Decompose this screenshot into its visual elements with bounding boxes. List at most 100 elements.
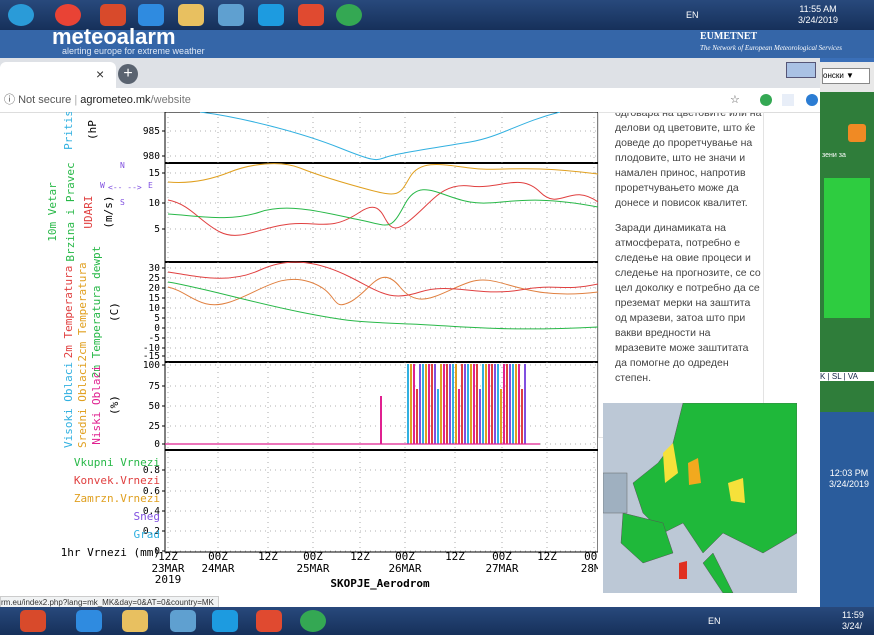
cloud-bar — [419, 364, 421, 444]
axis-label: Pritis — [62, 112, 75, 150]
paragraph: Заради динамиката на атмосферата, потреб… — [615, 221, 763, 386]
cloud-bar — [431, 364, 433, 444]
chrome[interactable] — [336, 4, 362, 26]
window-controls[interactable] — [786, 62, 816, 78]
x-tick-label: 12Z — [350, 550, 370, 563]
lang: EN — [686, 10, 699, 21]
profile[interactable] — [806, 94, 818, 106]
cloud-bar — [485, 364, 487, 444]
cloud-bar — [467, 364, 469, 444]
cloud-bar — [437, 389, 439, 444]
app[interactable] — [298, 4, 324, 26]
extension[interactable] — [760, 94, 772, 106]
x-tick-label: 27MAR — [485, 562, 518, 575]
axis-label: Visoki Oblaci — [62, 362, 75, 448]
compass-arrows: <-- --> — [108, 183, 142, 192]
cloud-bar — [410, 364, 412, 444]
skype[interactable] — [212, 610, 238, 632]
x-tick-label: 12Z — [258, 550, 278, 563]
explorer[interactable] — [122, 610, 148, 632]
tagline: alerting europe for extreme weather — [62, 46, 205, 56]
axis-label: Sredni Oblaci — [76, 362, 89, 448]
date: 3/24/ — [842, 621, 874, 632]
y-tick-label: 100 — [143, 360, 160, 371]
browser: × + ⓘ Not secure | agrometeo.mk/website … — [0, 58, 820, 607]
legend-label: Vkupni Vrnezi — [74, 456, 160, 469]
start[interactable] — [8, 4, 34, 26]
cloud-bar — [425, 364, 427, 444]
inset — [603, 473, 627, 513]
app[interactable] — [20, 610, 46, 632]
cloud-bar — [449, 364, 451, 444]
cloud-bar — [422, 364, 424, 444]
cloud-bar — [434, 364, 436, 444]
cloud-bar — [482, 364, 484, 444]
org: EUMETNET — [700, 31, 757, 42]
skype[interactable] — [258, 4, 284, 26]
y-tick-label: 25 — [149, 421, 160, 432]
x-tick-label: 12Z — [537, 550, 557, 563]
app[interactable] — [218, 4, 244, 26]
panel-frame — [165, 112, 598, 163]
time: 12:03 PM — [824, 468, 874, 479]
axis-label: Niski Oblaci — [90, 365, 103, 444]
ie[interactable] — [76, 610, 102, 632]
cloud-bar — [452, 364, 454, 444]
axis-label: 10m Vetar — [46, 182, 59, 242]
info-icon[interactable]: ⓘ — [4, 94, 18, 106]
curve — [168, 277, 598, 304]
cloud-bar — [443, 364, 445, 444]
extension[interactable] — [782, 94, 794, 106]
explorer[interactable] — [178, 4, 204, 26]
chrome[interactable] — [55, 4, 81, 26]
cloud-bar — [479, 389, 481, 444]
rss-icon[interactable] — [848, 124, 866, 142]
desktop — [820, 412, 874, 607]
app[interactable] — [256, 610, 282, 632]
cloud-bar — [380, 396, 382, 444]
chrome[interactable] — [300, 610, 326, 632]
legend-label: Zamrzn.Vrnezi — [74, 492, 160, 505]
url-path: /website — [151, 94, 191, 106]
x-tick-label: 24MAR — [201, 562, 234, 575]
y-tick-label: 10 — [149, 198, 161, 209]
cloud-bar — [497, 364, 499, 444]
dropdown[interactable]: онски ▼ — [822, 68, 870, 84]
time: 11:55 AM — [788, 4, 848, 15]
address-bar[interactable]: ⓘ Not secure | agrometeo.mk/website ☆ — [0, 88, 820, 113]
curve — [168, 164, 598, 194]
date: 3/24/2019 — [788, 15, 848, 26]
map[interactable] — [603, 403, 797, 593]
cloud-bar — [440, 364, 442, 444]
axis-label: 2m Temperatura — [62, 266, 75, 359]
cloud-bar — [503, 364, 505, 444]
y-tick-label: 985 — [143, 126, 160, 137]
compass-label: W — [100, 181, 105, 190]
tab-close[interactable]: × — [96, 66, 104, 82]
links[interactable]: K | SL | VA — [820, 372, 874, 381]
x-tick-label: 2019 — [155, 573, 182, 586]
cloud-bar — [464, 364, 466, 444]
x-tick-label: 12Z — [445, 550, 465, 563]
org-sub: The Network of European Meteorological S… — [700, 44, 842, 52]
article: одговара на цветовите или на делови од ц… — [598, 112, 764, 438]
panel-frame — [165, 262, 598, 362]
axis-label: (m/s) — [102, 195, 115, 228]
legend-label: Sneg — [134, 510, 161, 523]
bookmark[interactable]: ☆ — [730, 88, 740, 112]
app[interactable] — [170, 610, 196, 632]
axis-label: UDARI — [82, 195, 95, 228]
y-tick-label: 980 — [143, 151, 160, 162]
ie[interactable] — [138, 4, 164, 26]
y-tick-label: 0 — [154, 439, 160, 450]
app[interactable] — [100, 4, 126, 26]
banner: meteoalarm alerting europe for extreme w… — [0, 30, 874, 58]
axis-label: (hP — [86, 120, 99, 140]
paragraphs: одговара на цветовите или на делови од ц… — [615, 112, 763, 386]
time: 11:59 — [842, 610, 874, 621]
new-tab[interactable]: + — [118, 64, 138, 84]
tab-bar: × + — [0, 58, 820, 88]
cloud-bar — [491, 364, 493, 444]
cloud-bar — [518, 364, 520, 444]
